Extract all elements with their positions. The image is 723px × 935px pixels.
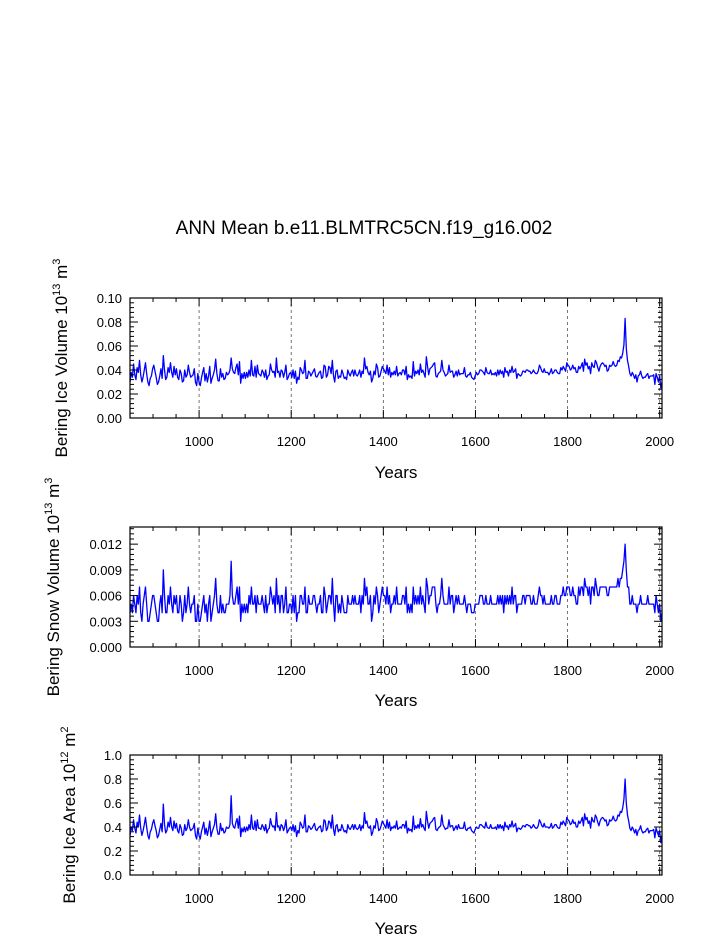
y-tick-label: 0.003	[89, 614, 122, 629]
y-axis-label: Bering Ice Volume 1013 m3	[51, 259, 71, 458]
x-tick-label: 1400	[369, 434, 398, 449]
series-line	[129, 543, 663, 622]
series-line	[129, 778, 663, 844]
y-tick-label: 0.02	[97, 387, 122, 402]
y-axis-label: Bering Ice Area 1012 m2	[59, 726, 79, 903]
y-label-exponent: 13	[51, 284, 63, 296]
y-tick-label: 0.10	[97, 291, 122, 306]
y-label-unit-power: 3	[51, 259, 63, 265]
y-tick-label: 0.08	[97, 315, 122, 330]
panel-snow-volume: 1000 1200 1400 1600 1800 2000 0.000 0.003 0.006 0…	[43, 478, 674, 710]
y-label-unit: m	[60, 733, 79, 752]
y-label-base: Bering Ice Area 10	[60, 764, 79, 904]
panel-ice-volume: 1000 1200 1400 1600 1800 2000 0.00 0.02 0.04 0.06…	[51, 259, 674, 482]
x-tick-label: 1000	[185, 663, 214, 678]
plot-frame	[129, 526, 663, 648]
x-tick-label: 1400	[369, 891, 398, 906]
x-tick-label: 1200	[277, 434, 306, 449]
x-tick-label: 1000	[185, 891, 214, 906]
y-tick-label: 0.006	[89, 589, 122, 604]
y-tick-label: 0.8	[104, 772, 122, 787]
x-tick-label: 1800	[553, 434, 582, 449]
x-tick-label: 2000	[645, 434, 674, 449]
x-tick-label: 1200	[277, 891, 306, 906]
y-axis-label: Bering Snow Volume 1013 m3	[43, 478, 63, 697]
y-tick-label: 0.000	[89, 640, 122, 655]
x-tick-label: 1400	[369, 663, 398, 678]
y-tick-label: 0.0	[104, 868, 122, 883]
x-tick-label: 1600	[461, 891, 490, 906]
x-axis-label: Years	[375, 691, 418, 710]
y-label-base: Bering Snow Volume 10	[44, 515, 63, 696]
x-axis-label: Years	[375, 919, 418, 935]
x-tick-label: 1200	[277, 663, 306, 678]
x-tick-label: 2000	[645, 891, 674, 906]
y-label-base: Bering Ice Volume 10	[52, 296, 71, 458]
x-tick-label: 1600	[461, 663, 490, 678]
plot-frame	[129, 297, 663, 419]
y-tick-label: 0.6	[104, 796, 122, 811]
x-tick-label: 1800	[553, 663, 582, 678]
x-tick-label: 1600	[461, 434, 490, 449]
y-label-unit: m	[44, 484, 63, 503]
panel-ice-area: 1000 1200 1400 1600 1800 2000 0.0 0.2 0.4 0.6 0.8 1…	[59, 726, 674, 935]
y-label-exponent: 13	[43, 503, 55, 515]
x-tick-label: 2000	[645, 663, 674, 678]
x-tick-label: 1800	[553, 891, 582, 906]
y-tick-label: 0.012	[89, 537, 122, 552]
y-tick-label: 1.0	[104, 748, 122, 763]
y-label-unit-power: 2	[59, 726, 71, 732]
series-line	[129, 317, 663, 389]
y-label-exponent: 12	[59, 751, 71, 763]
figure-title: ANN Mean b.e11.BLMTRC5CN.f19_g16.002	[176, 218, 553, 239]
y-tick-label: 0.4	[104, 820, 122, 835]
y-tick-label: 0.04	[97, 363, 122, 378]
y-tick-label: 0.00	[97, 411, 122, 426]
y-label-unit-power: 3	[43, 478, 55, 484]
x-tick-label: 1000	[185, 434, 214, 449]
y-tick-label: 0.009	[89, 563, 122, 578]
y-label-unit: m	[52, 265, 71, 284]
plot-frame	[129, 754, 663, 876]
x-axis-label: Years	[375, 463, 418, 482]
y-tick-label: 0.06	[97, 339, 122, 354]
y-tick-label: 0.2	[104, 844, 122, 859]
